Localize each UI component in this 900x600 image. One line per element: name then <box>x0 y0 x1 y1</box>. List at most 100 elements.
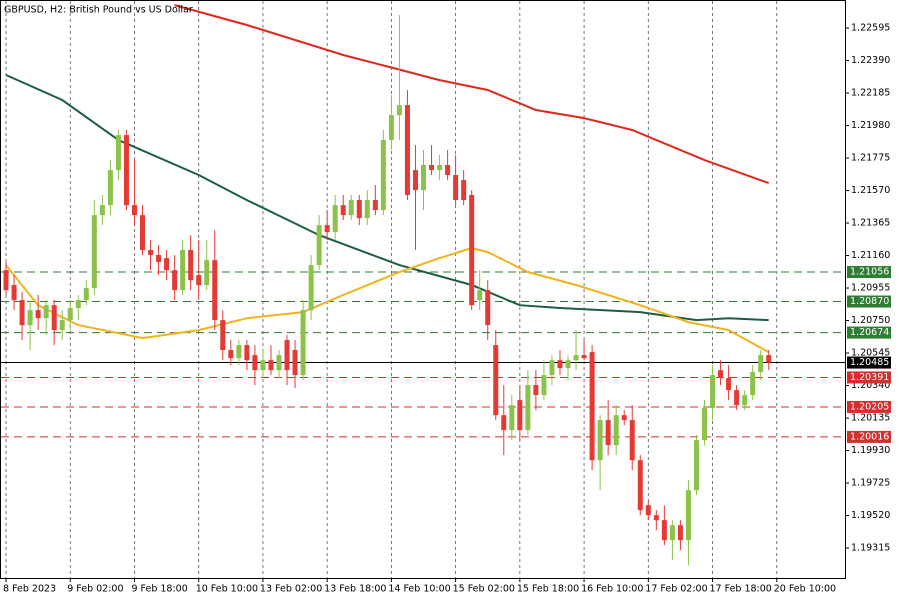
y-tick-label: 1.19725 <box>851 478 890 489</box>
candle-body <box>557 360 563 369</box>
x-tick-label: 17 Feb 02:00 <box>645 584 707 595</box>
y-tick-label: 1.20340 <box>851 380 890 391</box>
candle-body <box>35 310 41 319</box>
candle-body <box>750 372 756 396</box>
level-label: 1.20205 <box>850 401 889 412</box>
x-tick-label: 15 Feb 02:00 <box>453 584 515 595</box>
x-tick-label: 15 Feb 18:00 <box>517 584 579 595</box>
candle-body <box>196 275 202 286</box>
y-tick-label: 1.19930 <box>851 445 890 456</box>
candle-body <box>653 515 659 521</box>
y-tick-label: 1.21570 <box>851 185 890 196</box>
candle-body <box>573 355 579 361</box>
level-label: 1.20391 <box>850 372 889 383</box>
candle-body <box>645 505 651 516</box>
candle-body <box>549 360 555 376</box>
candle-body <box>260 360 266 371</box>
indicator-line <box>174 4 770 185</box>
y-tick-label: 1.19520 <box>851 510 890 521</box>
level-label-box <box>847 430 891 443</box>
candle-body <box>661 520 667 541</box>
candle-body <box>621 415 627 421</box>
y-tick-label: 1.20750 <box>851 315 890 326</box>
level-label: 1.21056 <box>850 267 889 278</box>
candle-body <box>710 375 716 409</box>
level-label: 1.20485 <box>850 357 889 368</box>
candle-body <box>300 310 306 376</box>
y-tick-label: 1.19315 <box>851 543 890 554</box>
candle-body <box>718 370 724 379</box>
candle-body <box>589 352 595 461</box>
level-label: 1.20674 <box>850 327 889 338</box>
candle-body <box>3 270 9 291</box>
y-tick-label: 1.22185 <box>851 88 890 99</box>
candle-body <box>429 165 435 171</box>
candle-body <box>517 400 523 431</box>
level-label-box <box>847 356 891 369</box>
candle-body <box>19 300 25 326</box>
level-label-box <box>847 400 891 413</box>
y-tick-label: 1.20545 <box>851 348 890 359</box>
x-tick-label: 17 Feb 18:00 <box>710 584 772 595</box>
candle-body <box>115 135 121 171</box>
candle-body <box>51 305 57 331</box>
x-tick-label: 9 Feb 18:00 <box>131 584 187 595</box>
candle-body <box>75 300 81 309</box>
candle-body <box>396 105 402 116</box>
candle-body <box>421 165 427 191</box>
candle-body <box>244 345 250 361</box>
y-tick-label: 1.20955 <box>851 283 890 294</box>
candle-body <box>11 285 17 301</box>
candle-body <box>726 378 732 391</box>
level-label-box <box>847 266 891 279</box>
level-label: 1.20016 <box>850 431 889 442</box>
indicator-line <box>5 247 770 353</box>
candle-body <box>453 175 459 201</box>
candle-body <box>348 200 354 216</box>
candle-body <box>316 225 322 266</box>
candle-body <box>43 305 49 319</box>
candle-body <box>734 390 740 406</box>
candle-body <box>477 290 483 301</box>
y-tick-label: 1.21980 <box>851 120 890 131</box>
candle-body <box>83 288 89 301</box>
candle-body <box>509 405 515 431</box>
candle-body <box>597 420 603 461</box>
candle-body <box>404 105 410 195</box>
candle-body <box>140 215 146 251</box>
candle-body <box>685 490 691 541</box>
candle-body <box>742 395 748 406</box>
chart-title: GBPUSD, H2: British Pound vs US Dollar <box>4 5 193 16</box>
x-tick-label: 20 Feb 10:00 <box>774 584 836 595</box>
candle-body <box>99 205 105 216</box>
candle-body <box>493 345 499 416</box>
candle-body <box>485 290 491 326</box>
candle-body <box>629 420 635 461</box>
candle-body <box>148 250 154 256</box>
candle-body <box>637 460 643 511</box>
candle-body <box>758 355 764 373</box>
y-tick-label: 1.20135 <box>851 413 890 424</box>
candle-body <box>669 525 675 541</box>
candle-body <box>677 525 683 541</box>
candle-body <box>268 360 274 371</box>
candle-body <box>332 205 338 233</box>
candle-body <box>107 170 113 206</box>
x-tick-label: 13 Feb 02:00 <box>260 584 322 595</box>
candle-body <box>501 415 507 431</box>
candle-body <box>236 345 242 359</box>
level-label: 1.20870 <box>850 296 889 307</box>
x-tick-label: 14 Feb 10:00 <box>388 584 450 595</box>
candle-body <box>292 350 298 376</box>
candle-body <box>308 265 314 311</box>
candle-body <box>340 205 346 216</box>
candle-body <box>131 205 137 216</box>
candle-body <box>613 415 619 446</box>
y-tick-label: 1.21775 <box>851 153 890 164</box>
candle-body <box>372 200 378 211</box>
candle-body <box>180 250 186 291</box>
candle-body <box>461 180 467 201</box>
candle-body <box>172 270 178 291</box>
candle-body <box>445 165 451 176</box>
y-tick-label: 1.22390 <box>851 55 890 66</box>
